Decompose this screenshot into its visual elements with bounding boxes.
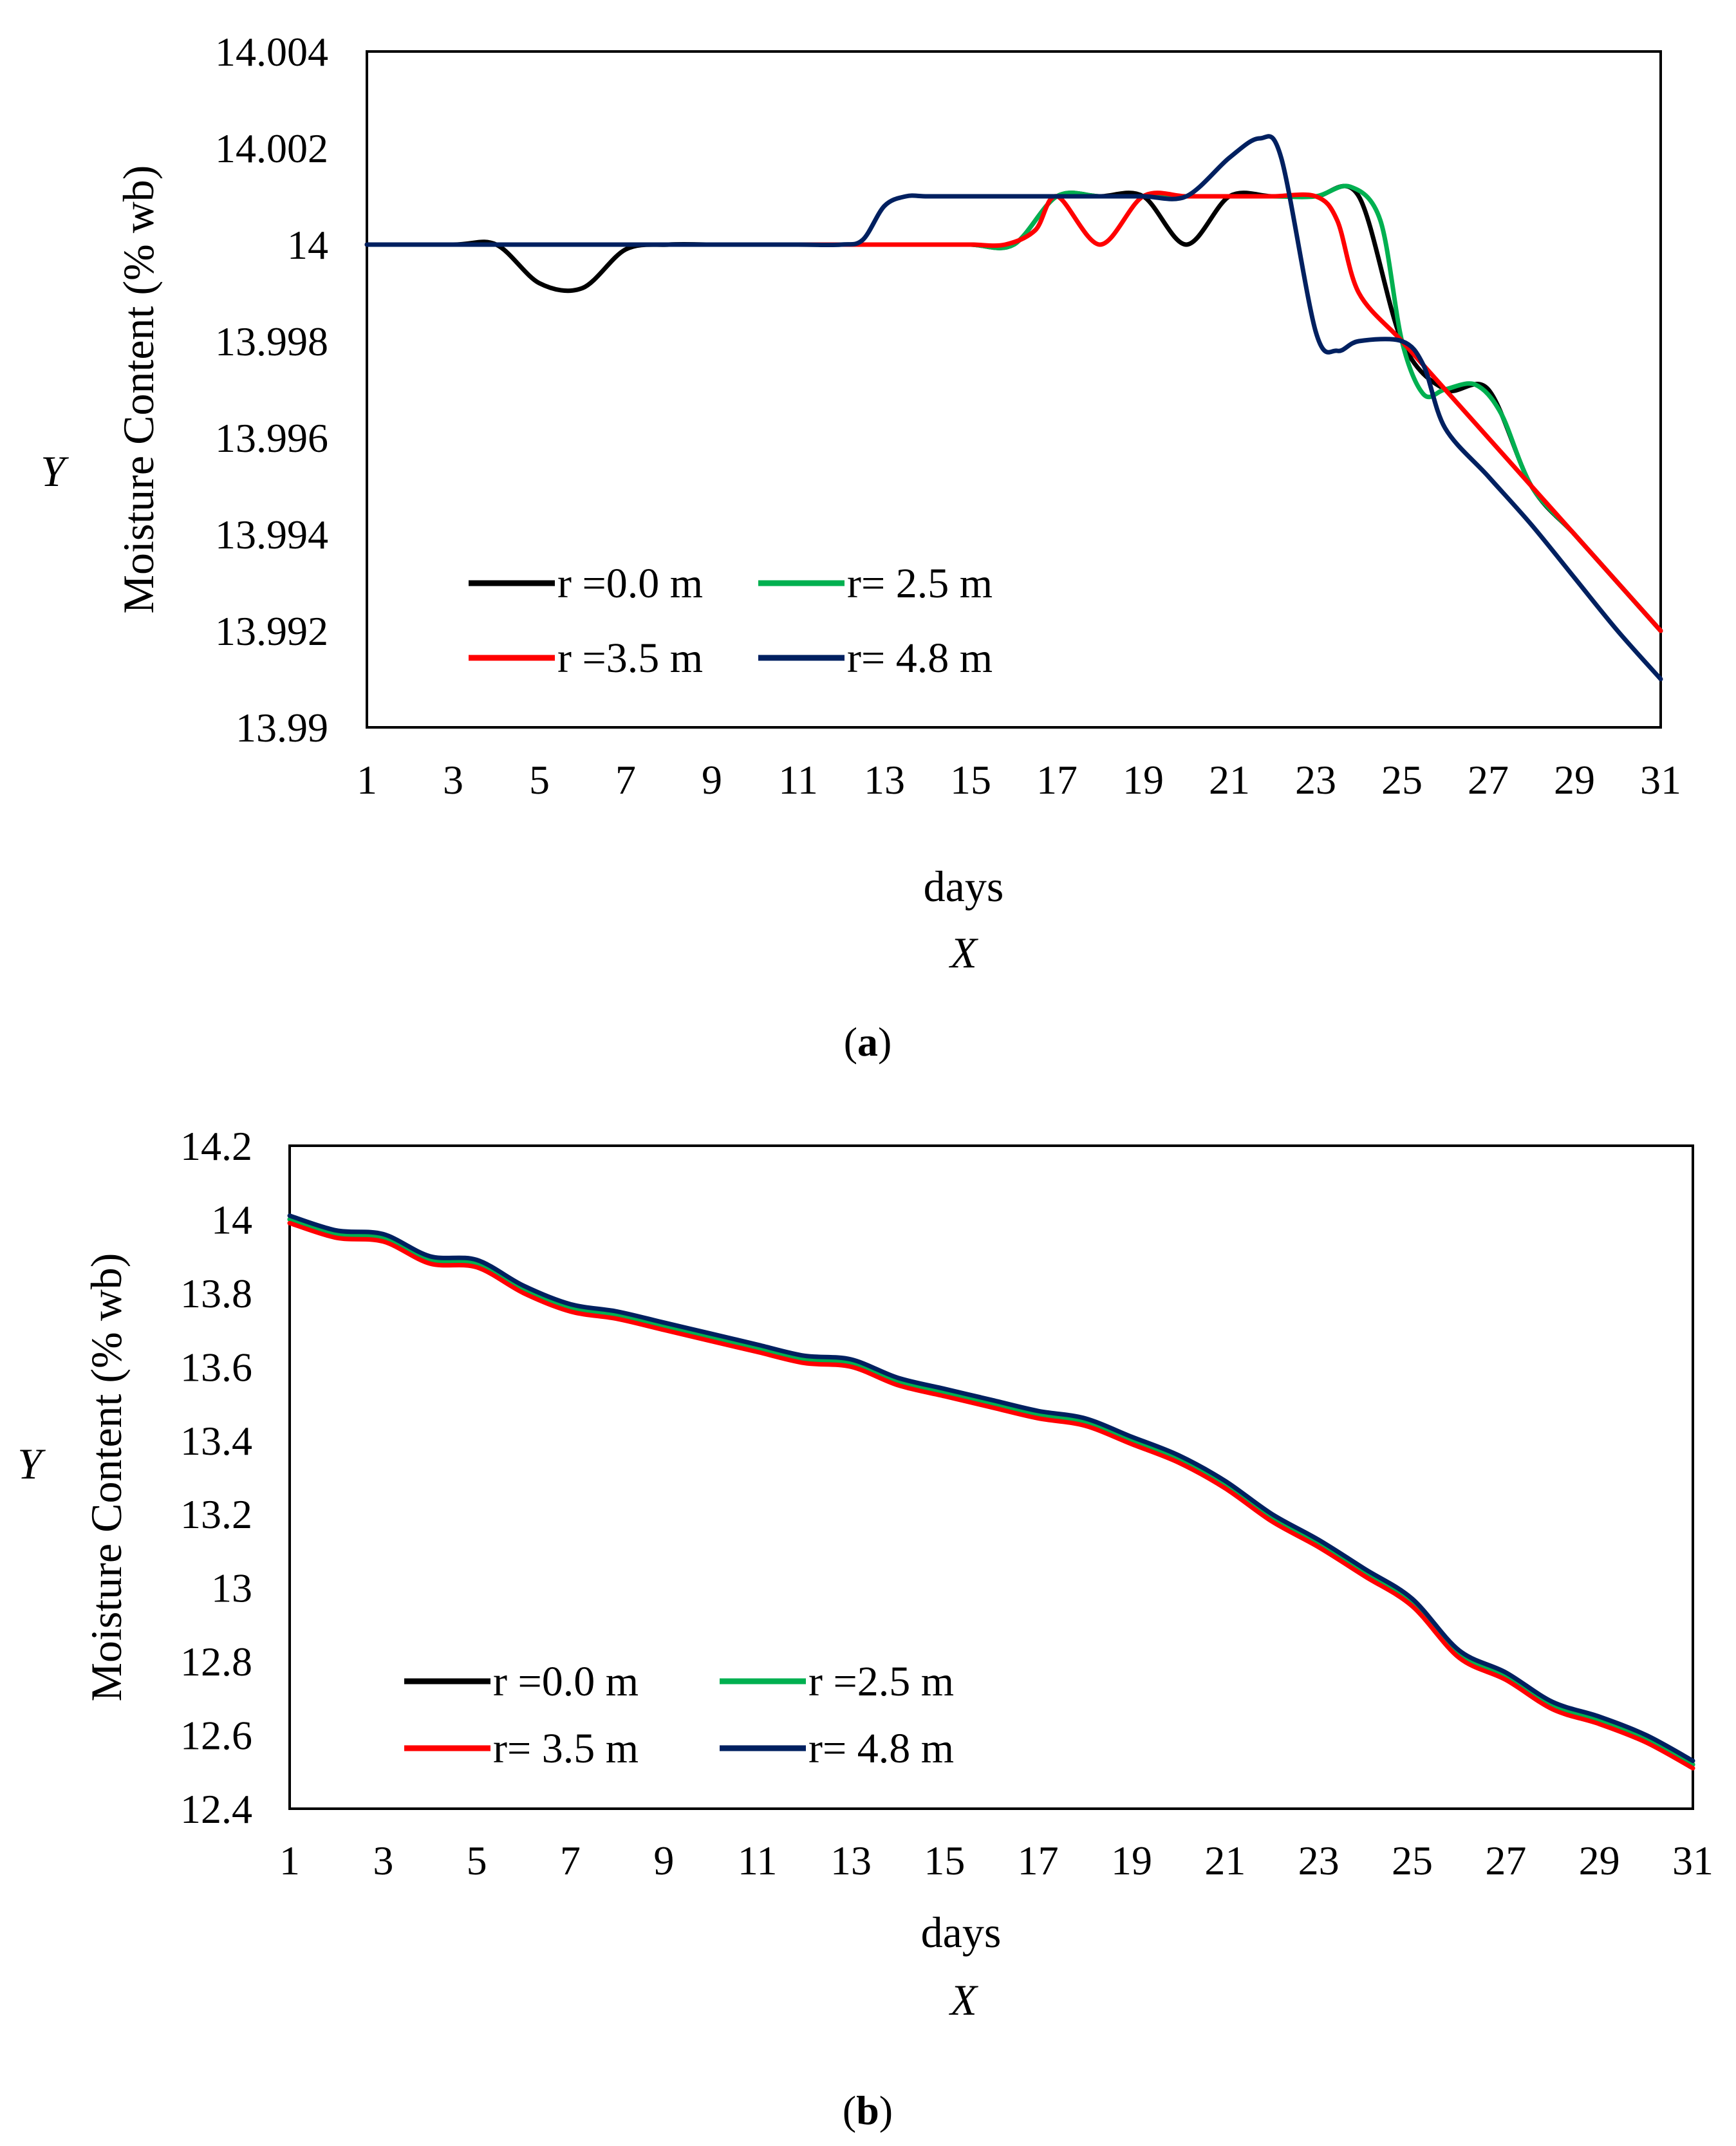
series-line-2-5 bbox=[287, 1217, 1695, 1767]
x-axis-title: days bbox=[921, 1908, 1002, 1957]
y-tick-label: 13.996 bbox=[215, 415, 328, 461]
x-tick-label: 11 bbox=[738, 1838, 778, 1883]
x-tick-label: 15 bbox=[924, 1838, 965, 1883]
y-tick-label: 12.8 bbox=[180, 1639, 252, 1684]
legend-label-r0: r =0.0 m bbox=[557, 560, 703, 607]
plot-frame bbox=[366, 50, 1662, 729]
y-tick-label: 13.992 bbox=[215, 608, 328, 654]
x-tick-label: 27 bbox=[1485, 1838, 1526, 1883]
x-tick-label: 9 bbox=[702, 757, 722, 803]
x-tick-label: 7 bbox=[560, 1838, 581, 1883]
x-tick-label: 5 bbox=[467, 1838, 487, 1883]
x-tick-label: 23 bbox=[1298, 1838, 1339, 1883]
x-tick-labels: 1 3 5 7 9 11 13 15 17 19 21 23 25 27 29 31 bbox=[279, 1838, 1713, 1883]
y-tick-label: 14 bbox=[287, 222, 328, 268]
y-axis-title: Moisture Content (% wb) bbox=[82, 1253, 131, 1702]
legend-label-r0: r =0.0 m bbox=[493, 1658, 639, 1705]
y-tick-label: 13.4 bbox=[180, 1418, 252, 1464]
y-tick-label: 13.998 bbox=[215, 319, 328, 364]
y-variable-label: Y bbox=[17, 1439, 46, 1488]
x-tick-label: 7 bbox=[615, 757, 636, 803]
caption-b: (b) bbox=[843, 2087, 893, 2133]
x-tick-label: 25 bbox=[1392, 1838, 1433, 1883]
legend-label-r25: r= 2.5 m bbox=[847, 560, 993, 607]
x-tick-label: 21 bbox=[1209, 757, 1250, 803]
y-tick-label: 13.2 bbox=[180, 1491, 252, 1537]
x-tick-label: 31 bbox=[1640, 757, 1681, 803]
x-tick-label: 15 bbox=[950, 757, 991, 803]
series-line-4-8 bbox=[287, 1213, 1695, 1764]
y-tick-label: 14 bbox=[211, 1197, 252, 1242]
y-tick-label: 14.002 bbox=[215, 126, 328, 171]
legend-label-r48: r= 4.8 m bbox=[808, 1725, 954, 1772]
x-tick-label: 19 bbox=[1111, 1838, 1152, 1883]
legend-label-r35: r= 3.5 m bbox=[493, 1725, 639, 1772]
x-tick-label: 9 bbox=[653, 1838, 674, 1883]
series-lines bbox=[364, 134, 1663, 682]
x-variable-label: X bbox=[948, 1975, 978, 2024]
x-tick-label: 11 bbox=[778, 757, 818, 803]
x-tick-label: 29 bbox=[1554, 757, 1595, 803]
y-tick-label: 13.994 bbox=[215, 512, 328, 557]
x-tick-label: 1 bbox=[279, 1838, 300, 1883]
y-tick-labels: 13.99 13.992 13.994 13.996 13.998 14 14.002 14.… bbox=[215, 29, 328, 751]
caption-a: (a) bbox=[844, 1019, 892, 1065]
x-tick-label: 21 bbox=[1204, 1838, 1246, 1883]
y-tick-label: 12.6 bbox=[180, 1713, 252, 1759]
x-tick-label: 17 bbox=[1018, 1838, 1059, 1883]
x-tick-label: 31 bbox=[1672, 1838, 1713, 1883]
x-variable-label: X bbox=[948, 928, 978, 977]
legend: r =0.0 m r= 2.5 m r =3.5 m r= 4.8 m bbox=[469, 560, 993, 682]
x-tick-label: 27 bbox=[1468, 757, 1509, 803]
x-axis-title: days bbox=[924, 862, 1004, 911]
y-tick-label: 13.8 bbox=[180, 1271, 252, 1316]
x-tick-label: 17 bbox=[1036, 757, 1078, 803]
caption-letter-a: a bbox=[857, 1019, 878, 1065]
x-tick-label: 13 bbox=[830, 1838, 872, 1883]
x-tick-label: 3 bbox=[443, 757, 463, 803]
legend: r =0.0 m r =2.5 m r= 3.5 m r= 4.8 m bbox=[404, 1658, 954, 1772]
y-tick-label: 13.99 bbox=[236, 705, 328, 751]
x-tick-label: 13 bbox=[864, 757, 905, 803]
panel-a: 13.99 13.992 13.994 13.996 13.998 14 14.002 14.… bbox=[41, 29, 1681, 1065]
plot-frame bbox=[288, 1144, 1694, 1810]
legend-label-r25: r =2.5 m bbox=[808, 1658, 954, 1705]
legend-label-r35: r =3.5 m bbox=[557, 635, 703, 682]
x-tick-label: 29 bbox=[1579, 1838, 1620, 1883]
x-tick-labels: 1 3 5 7 9 11 13 15 17 19 21 23 25 27 29 31 bbox=[357, 757, 1681, 803]
y-tick-label: 12.4 bbox=[180, 1786, 252, 1832]
y-axis-title: Moisture Content (% wb) bbox=[114, 165, 163, 614]
series-line-3-5 bbox=[287, 1220, 1695, 1771]
x-tick-label: 25 bbox=[1381, 757, 1423, 803]
y-tick-label: 14.2 bbox=[180, 1123, 252, 1169]
y-variable-label: Y bbox=[41, 447, 69, 496]
series-line-4-8 bbox=[364, 134, 1663, 682]
y-tick-label: 13 bbox=[211, 1565, 252, 1611]
chart-a: 13.99 13.992 13.994 13.996 13.998 14 14.002 14.… bbox=[41, 29, 1681, 1065]
caption-letter-b: b bbox=[856, 2087, 879, 2133]
x-tick-label: 3 bbox=[373, 1838, 393, 1883]
y-tick-labels: 12.4 12.6 12.8 13 13.2 13.4 13.6 13.8 14 14.2 bbox=[180, 1123, 252, 1832]
x-tick-label: 19 bbox=[1123, 757, 1164, 803]
series-lines bbox=[287, 1213, 1695, 1771]
x-tick-label: 5 bbox=[529, 757, 550, 803]
y-tick-label: 13.6 bbox=[180, 1344, 252, 1390]
x-tick-label: 1 bbox=[357, 757, 377, 803]
y-tick-label: 14.004 bbox=[215, 29, 328, 75]
x-tick-label: 23 bbox=[1295, 757, 1336, 803]
legend-label-r48: r= 4.8 m bbox=[847, 635, 993, 682]
